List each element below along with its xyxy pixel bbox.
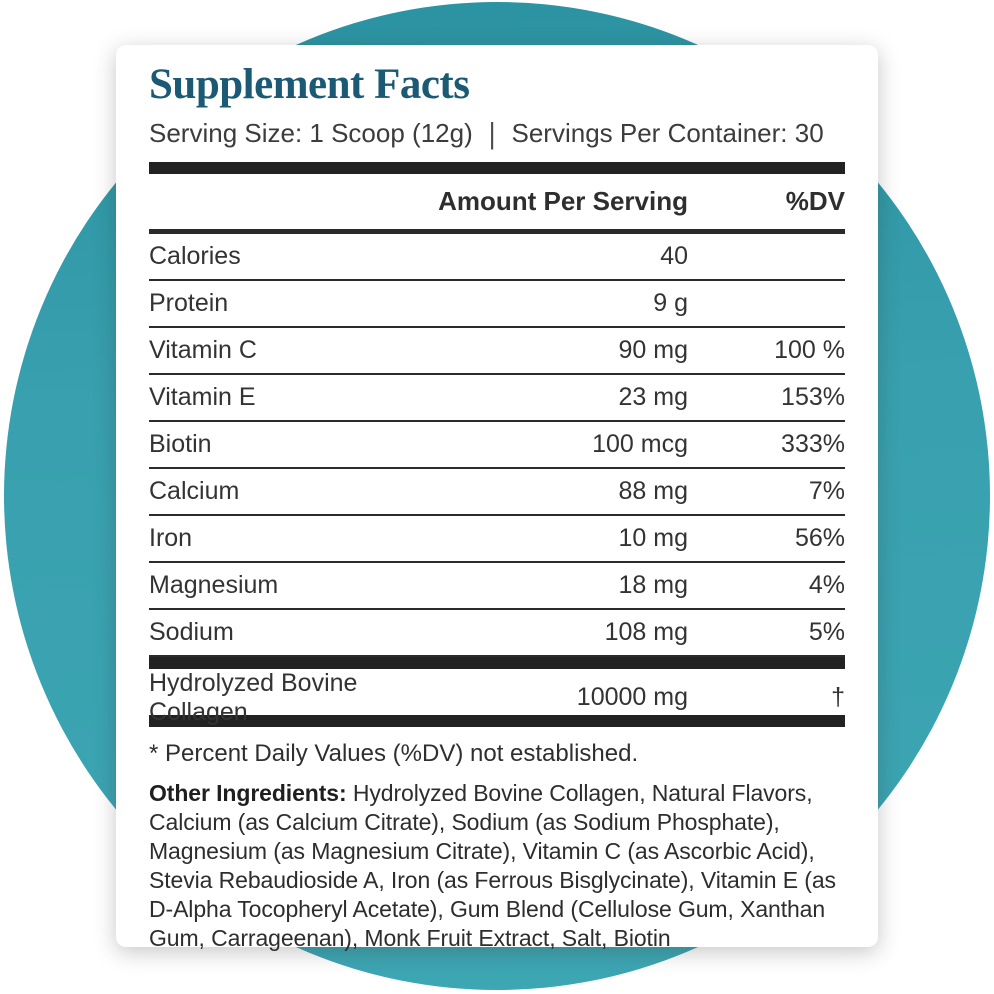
header-amount-per-serving: Amount Per Serving xyxy=(438,185,688,216)
dagger-symbol: † xyxy=(831,683,845,712)
serving-separator: | xyxy=(488,115,496,151)
table-row-magnesium: Magnesium 18 mg 4% xyxy=(149,563,845,610)
other-ingredients-label: Other Ingredients: xyxy=(149,779,347,806)
nutrient-amount: 10 mg xyxy=(618,523,688,552)
nutrient-amount: 18 mg xyxy=(618,570,688,599)
table-header-row: Amount Per Serving %DV xyxy=(149,174,845,229)
header-percent-dv: %DV xyxy=(785,185,845,216)
other-ingredients: Other Ingredients: Hydrolyzed Bovine Col… xyxy=(149,779,845,953)
nutrient-name: Protein xyxy=(149,288,229,317)
nutrient-name: Hydrolyzed Bovine Collagen xyxy=(149,668,358,726)
table-row-collagen: Hydrolyzed Bovine Collagen 10000 mg † xyxy=(149,669,845,726)
divider-thick-top xyxy=(149,161,845,174)
other-ingredients-text: Hydrolyzed Bovine Collagen, Natural Flav… xyxy=(149,779,836,951)
nutrient-dv: 153% xyxy=(781,382,845,411)
table-row-iron: Iron 10 mg 56% xyxy=(149,516,845,563)
nutrient-name: Calories xyxy=(149,241,241,270)
nutrient-dv: 56% xyxy=(794,523,845,552)
nutrient-name: Sodium xyxy=(149,617,234,646)
nutrient-name: Vitamin E xyxy=(149,382,256,411)
nutrient-dv: 100 % xyxy=(774,335,845,364)
divider-thick-above-collagen xyxy=(149,656,845,669)
nutrient-amount: 108 mg xyxy=(604,617,688,646)
table-row-calcium: Calcium 88 mg 7% xyxy=(149,469,845,516)
table-row-protein: Protein 9 g xyxy=(149,281,845,328)
table-row-calories: Calories 40 xyxy=(149,234,845,281)
nutrient-dv: 7% xyxy=(808,476,845,505)
nutrient-name: Biotin xyxy=(149,429,212,458)
nutrient-amount: 40 xyxy=(660,241,688,270)
dv-footnote: * Percent Daily Values (%DV) not establi… xyxy=(149,739,639,767)
nutrient-amount: 9 g xyxy=(653,288,688,317)
nutrient-amount: 10000 mg xyxy=(576,683,688,712)
divider-thick-below-collagen xyxy=(149,714,845,727)
nutrient-dv: 333% xyxy=(781,429,845,458)
nutrient-name: Vitamin C xyxy=(149,335,257,364)
divider-header xyxy=(149,228,845,234)
panel-title: Supplement Facts xyxy=(149,61,470,108)
nutrient-name: Calcium xyxy=(149,476,240,505)
nutrient-amount: 90 mg xyxy=(618,335,688,364)
nutrient-dv: 5% xyxy=(808,617,845,646)
nutrient-name: Magnesium xyxy=(149,570,279,599)
table-row-biotin: Biotin 100 mcg 333% xyxy=(149,422,845,469)
servings-per-container: Servings Per Container: 30 xyxy=(511,118,824,149)
nutrient-dv: 4% xyxy=(808,570,845,599)
table-row-vitamin-e: Vitamin E 23 mg 153% xyxy=(149,375,845,422)
nutrient-amount: 100 mcg xyxy=(592,429,688,458)
nutrient-name: Iron xyxy=(149,523,193,552)
nutrient-amount: 88 mg xyxy=(618,476,688,505)
table-row-sodium: Sodium 108 mg 5% xyxy=(149,610,845,657)
serving-info: Serving Size: 1 Scoop (12g) | Servings P… xyxy=(149,115,845,151)
table-row-vitamin-c: Vitamin C 90 mg 100 % xyxy=(149,328,845,375)
supplement-facts-panel: Supplement Facts Serving Size: 1 Scoop (… xyxy=(116,45,878,951)
serving-size: Serving Size: 1 Scoop (12g) xyxy=(149,118,473,149)
nutrient-amount: 23 mg xyxy=(618,382,688,411)
